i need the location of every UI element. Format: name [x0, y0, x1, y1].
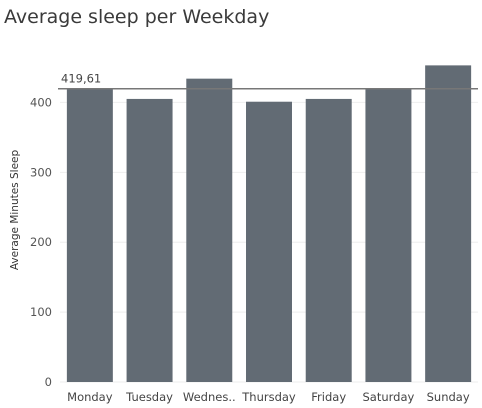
- bar: [425, 65, 472, 383]
- bar: [186, 78, 233, 382]
- bars: [66, 65, 472, 383]
- x-tick-labels: Monday Tuesday Wednes.. Thursday Friday Satur…: [67, 390, 470, 404]
- reference-line-label: 419,61: [61, 72, 101, 86]
- x-tick-label: Monday: [67, 390, 113, 404]
- y-tick-label: 300: [30, 165, 52, 179]
- bar: [246, 101, 292, 382]
- x-tick-label: Tuesday: [125, 390, 173, 404]
- bar: [305, 98, 352, 382]
- y-axis-label: Average Minutes Sleep: [9, 150, 21, 271]
- y-tick-label: 0: [45, 375, 52, 389]
- x-tick-label: Wednes..: [183, 390, 236, 404]
- bar: [66, 88, 113, 382]
- y-tick-label: 400: [30, 95, 52, 109]
- y-tick-label: 100: [30, 305, 52, 319]
- x-tick-label: Saturday: [363, 390, 415, 404]
- chart-title: Average sleep per Weekday: [4, 6, 269, 28]
- y-tick-label: 200: [30, 235, 52, 249]
- reference-line-group: 419,61: [58, 72, 478, 90]
- x-tick-label: Sunday: [427, 390, 470, 404]
- bar: [126, 98, 173, 382]
- y-tick-labels: 0 100 200 300 400: [30, 95, 52, 389]
- x-tick-label: Thursday: [241, 390, 296, 404]
- bar: [365, 89, 412, 382]
- x-tick-label: Friday: [311, 390, 346, 404]
